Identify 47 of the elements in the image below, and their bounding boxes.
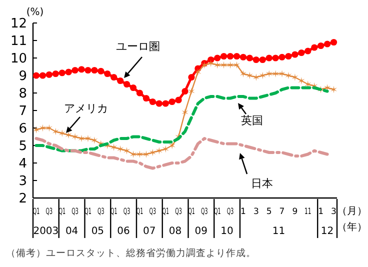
x-tick-label: Q1 xyxy=(214,207,226,217)
x-tick-label: 11 xyxy=(304,207,316,217)
x-tick-label: Q3 xyxy=(123,207,136,217)
x-tick-label: 5 xyxy=(266,207,272,217)
x-tick-label: 1 xyxy=(318,207,324,217)
x-tick-label: Q3 xyxy=(175,207,188,217)
text: 04 xyxy=(65,226,78,237)
x-tick-label: Q3 xyxy=(72,207,84,217)
text: 09 xyxy=(194,226,208,237)
x-tick-label: Q3 xyxy=(201,207,214,217)
x-tick-label: 7 xyxy=(279,207,285,217)
x-tick-label: Q3 xyxy=(46,207,58,217)
y-tick-label: 2 xyxy=(18,192,27,206)
y-tick-label: 9 xyxy=(18,69,27,84)
series-label: アメリカ xyxy=(64,102,108,115)
y-axis-title: (%) xyxy=(26,7,44,18)
text: 12 xyxy=(320,226,334,237)
text: 07 xyxy=(143,226,156,237)
x-tick-label: 1 xyxy=(240,207,246,217)
x-tick-label: Q3 xyxy=(226,207,239,217)
text: 11 xyxy=(272,226,286,237)
text: 10 xyxy=(220,226,234,237)
x-tick-label: 3 xyxy=(253,207,259,217)
series-label: ユーロ圏 xyxy=(116,40,160,53)
series-label: 英国 xyxy=(241,114,263,127)
text: 日本 xyxy=(251,177,273,190)
y-tick-label: 7 xyxy=(18,104,27,119)
y-tick-label: 4 xyxy=(18,156,27,172)
y-tick-label: 11 xyxy=(10,34,27,49)
y-tick-label: 8 xyxy=(18,86,27,102)
text: （備考）ユーロスタット、総務省労働力調査より作成。 xyxy=(6,247,256,259)
x-tick-label: 3 xyxy=(331,207,336,217)
text: 06 xyxy=(117,226,130,237)
y-tick-label: 6 xyxy=(18,122,27,136)
text: （月） xyxy=(337,206,367,217)
x-tick-label: Q1 xyxy=(110,207,123,217)
text: 2003 xyxy=(33,226,59,237)
y-tick-label: 10 xyxy=(10,52,27,66)
text: 08 xyxy=(168,226,182,237)
text: 05 xyxy=(91,226,104,237)
x-tick-label: Q3 xyxy=(149,207,162,217)
y-tick-label: 5 xyxy=(18,139,27,154)
y-tick-label: 3 xyxy=(18,174,27,189)
text: （年） xyxy=(337,221,367,233)
y-tick-label: 12 xyxy=(10,16,27,32)
x-tick-label: Q3 xyxy=(98,207,110,217)
x-tick-label: 9 xyxy=(292,207,298,217)
